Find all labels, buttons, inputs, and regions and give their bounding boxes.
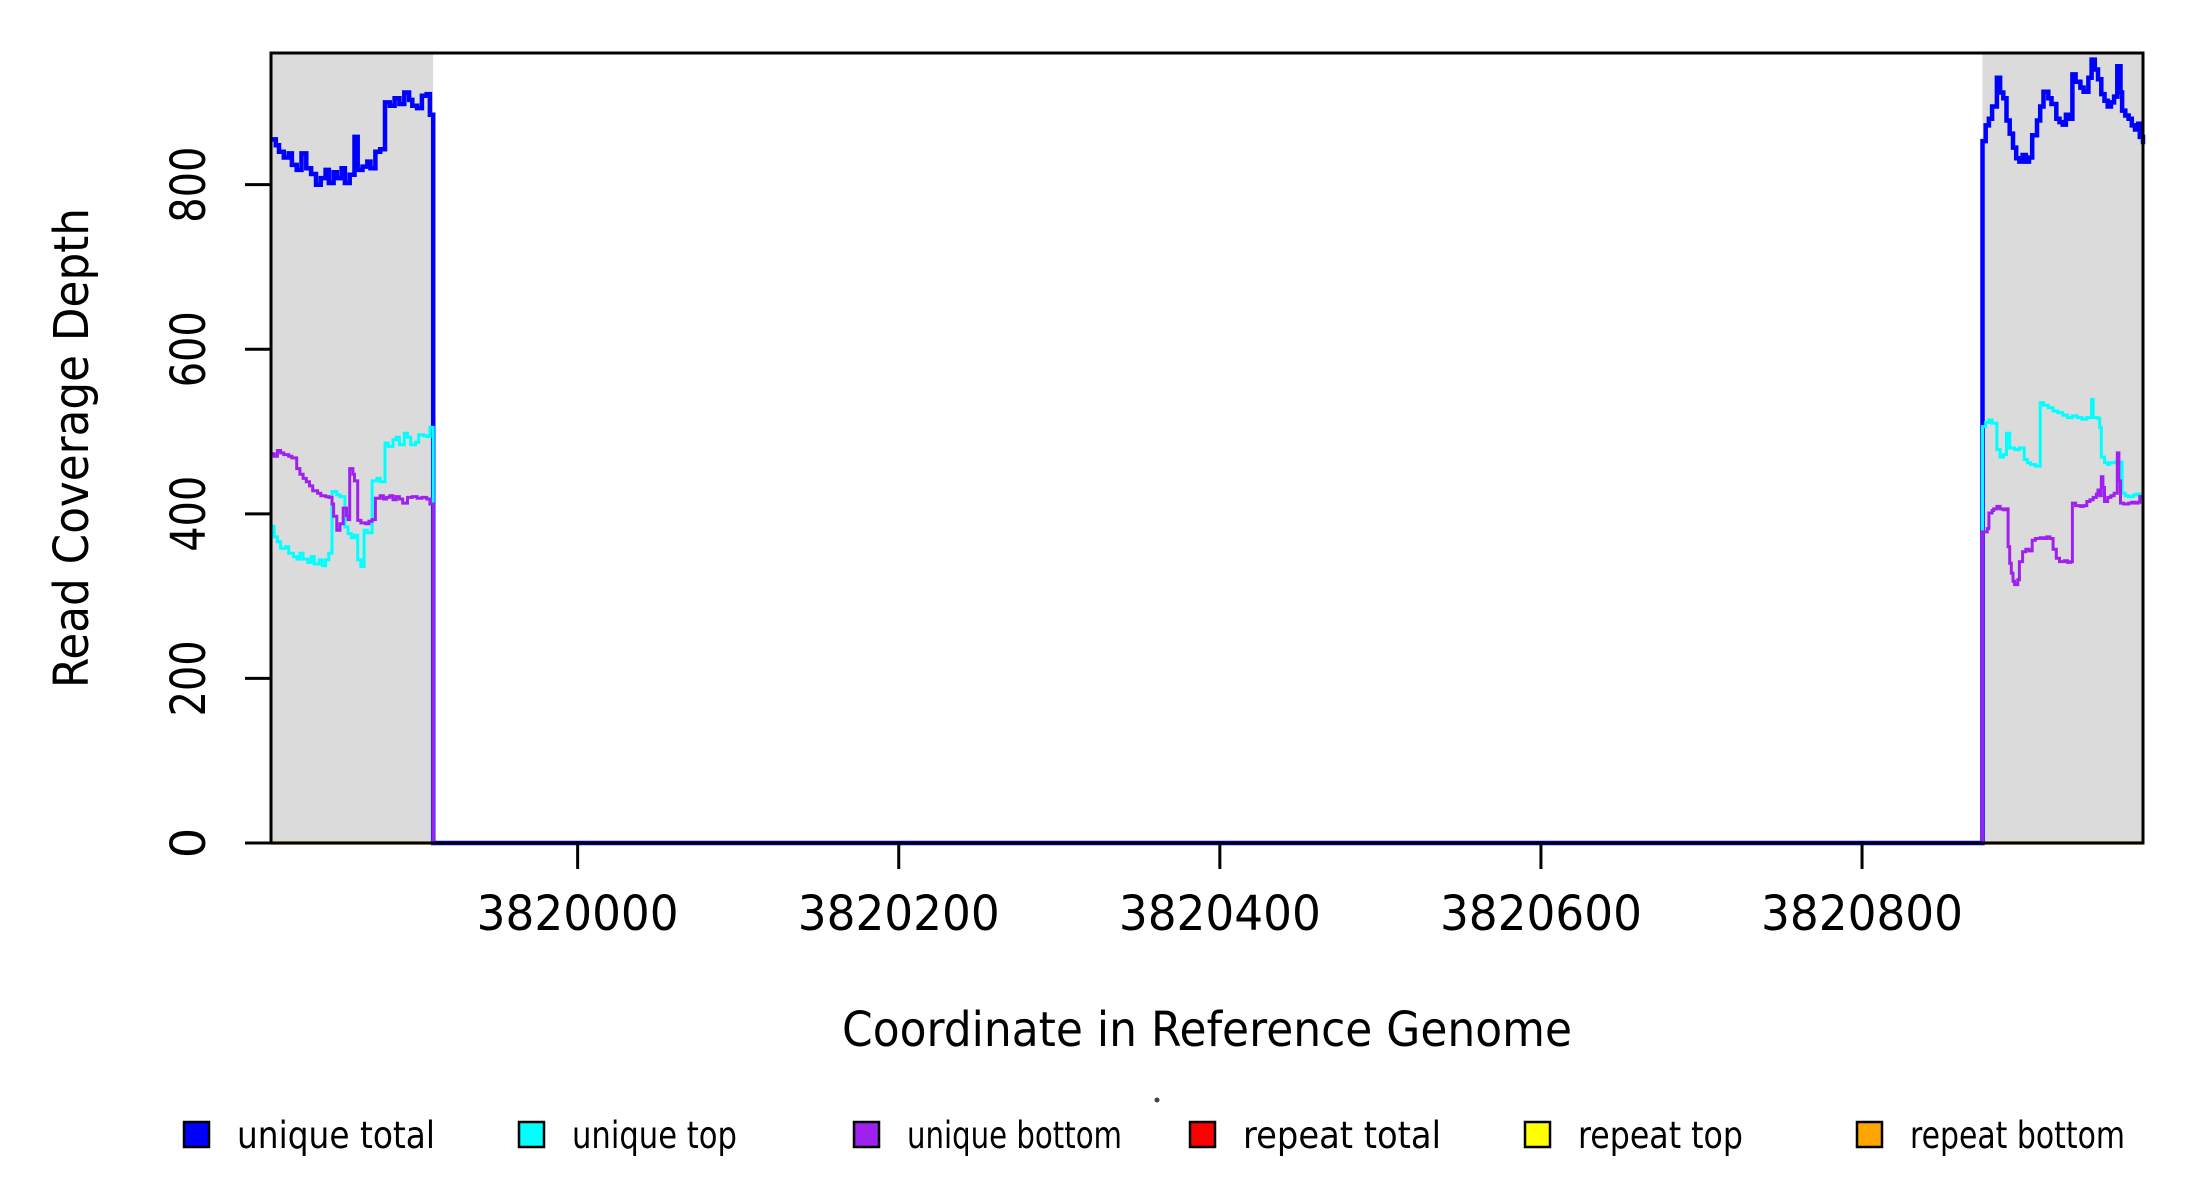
- legend-label: unique total: [237, 1114, 435, 1157]
- legend-label: repeat total: [1243, 1114, 1441, 1157]
- x-tick-label: 3820400: [1119, 886, 1321, 942]
- legend-swatch-unique-total: [182, 1120, 211, 1149]
- y-tick-label: 0: [161, 828, 217, 859]
- legend-swatch-repeat-top: [1523, 1120, 1552, 1149]
- legend-swatch-unique-top: [517, 1120, 546, 1149]
- x-tick-label: 3820800: [1761, 886, 1963, 942]
- stray-dot-artifact: [1154, 1097, 1160, 1103]
- y-tick-label: 200: [161, 640, 217, 716]
- legend-item-repeat-total: repeat total: [1188, 1114, 1441, 1157]
- y-axis-title: Read Coverage Depth: [44, 208, 100, 688]
- x-tick-label: 3820600: [1440, 886, 1642, 942]
- legend: unique total unique top unique bottom repea…: [182, 1114, 2125, 1157]
- x-tick-label: 3820000: [477, 886, 679, 942]
- legend-item-repeat-top: repeat top: [1523, 1114, 1743, 1157]
- legend-item-repeat-bottom: repeat bottom: [1855, 1114, 2125, 1157]
- shaded-regions: [271, 53, 2143, 843]
- series-line-unique-total: [271, 57, 2146, 846]
- legend-label: unique top: [572, 1114, 737, 1157]
- x-tick-label: 3820200: [798, 886, 1000, 942]
- legend-label: unique bottom: [907, 1114, 1122, 1157]
- legend-swatch-unique-bottom: [852, 1120, 881, 1149]
- y-tick-label: 400: [161, 476, 217, 552]
- x-axis-title: Coordinate in Reference Genome: [842, 1002, 1572, 1058]
- legend-swatch-repeat-bottom: [1855, 1120, 1884, 1149]
- axis-tick-labels: 3820000 3820200 3820400 3820600 3820800 0 200 4…: [161, 147, 1963, 942]
- legend-item-unique-total: unique total: [182, 1114, 435, 1157]
- y-tick-label: 600: [161, 311, 217, 387]
- legend-label: repeat bottom: [1910, 1114, 2125, 1157]
- legend-label: repeat top: [1578, 1114, 1743, 1157]
- legend-swatch-repeat-total: [1188, 1120, 1217, 1149]
- plot-frame: [269, 51, 2145, 845]
- series-line-unique-top: [271, 397, 2145, 845]
- series-line-unique-bottom: [271, 449, 2145, 845]
- y-tick-label: 800: [161, 147, 217, 223]
- legend-item-unique-top: unique top: [517, 1114, 737, 1157]
- legend-item-unique-bottom: unique bottom: [852, 1114, 1122, 1157]
- axis-ticks: [245, 183, 1864, 869]
- shaded-region-left-repeat-flank: [271, 53, 434, 843]
- series-lines: [271, 57, 2146, 846]
